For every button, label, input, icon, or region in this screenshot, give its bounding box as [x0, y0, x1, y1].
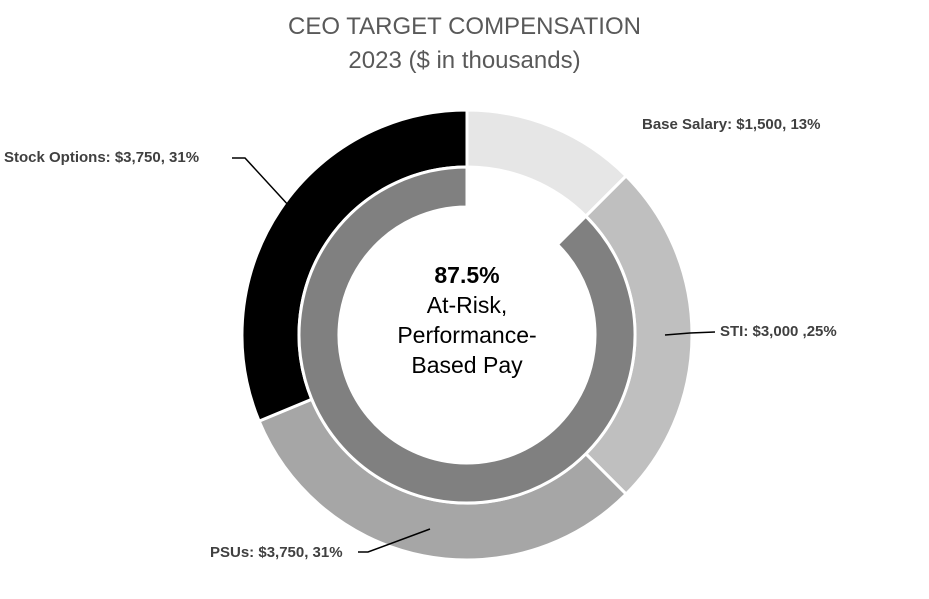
center-line3: Based Pay — [411, 352, 523, 378]
leader-psus — [358, 528, 431, 553]
label-sti: STI: $3,000 ,25% — [720, 323, 837, 340]
leader-sti — [664, 331, 716, 336]
center-percent: 87.5% — [434, 262, 500, 288]
center-annotation: 87.5% At-Risk, Performance- Based Pay — [367, 260, 567, 380]
chart-title: CEO TARGET COMPENSATION — [288, 13, 641, 40]
label-base-salary: Base Salary: $1,500, 13% — [642, 116, 821, 133]
leader-stock-options — [232, 157, 291, 208]
center-line2: Performance- — [397, 322, 537, 348]
segment-at-risk-pay — [297, 165, 637, 505]
label-psus: PSUs: $3,750, 31% — [210, 544, 343, 561]
label-stock-options: Stock Options: $3,750, 31% — [4, 149, 200, 166]
chart-subtitle: 2023 ($ in thousands) — [348, 47, 581, 74]
center-line1: At-Risk, — [426, 292, 508, 318]
